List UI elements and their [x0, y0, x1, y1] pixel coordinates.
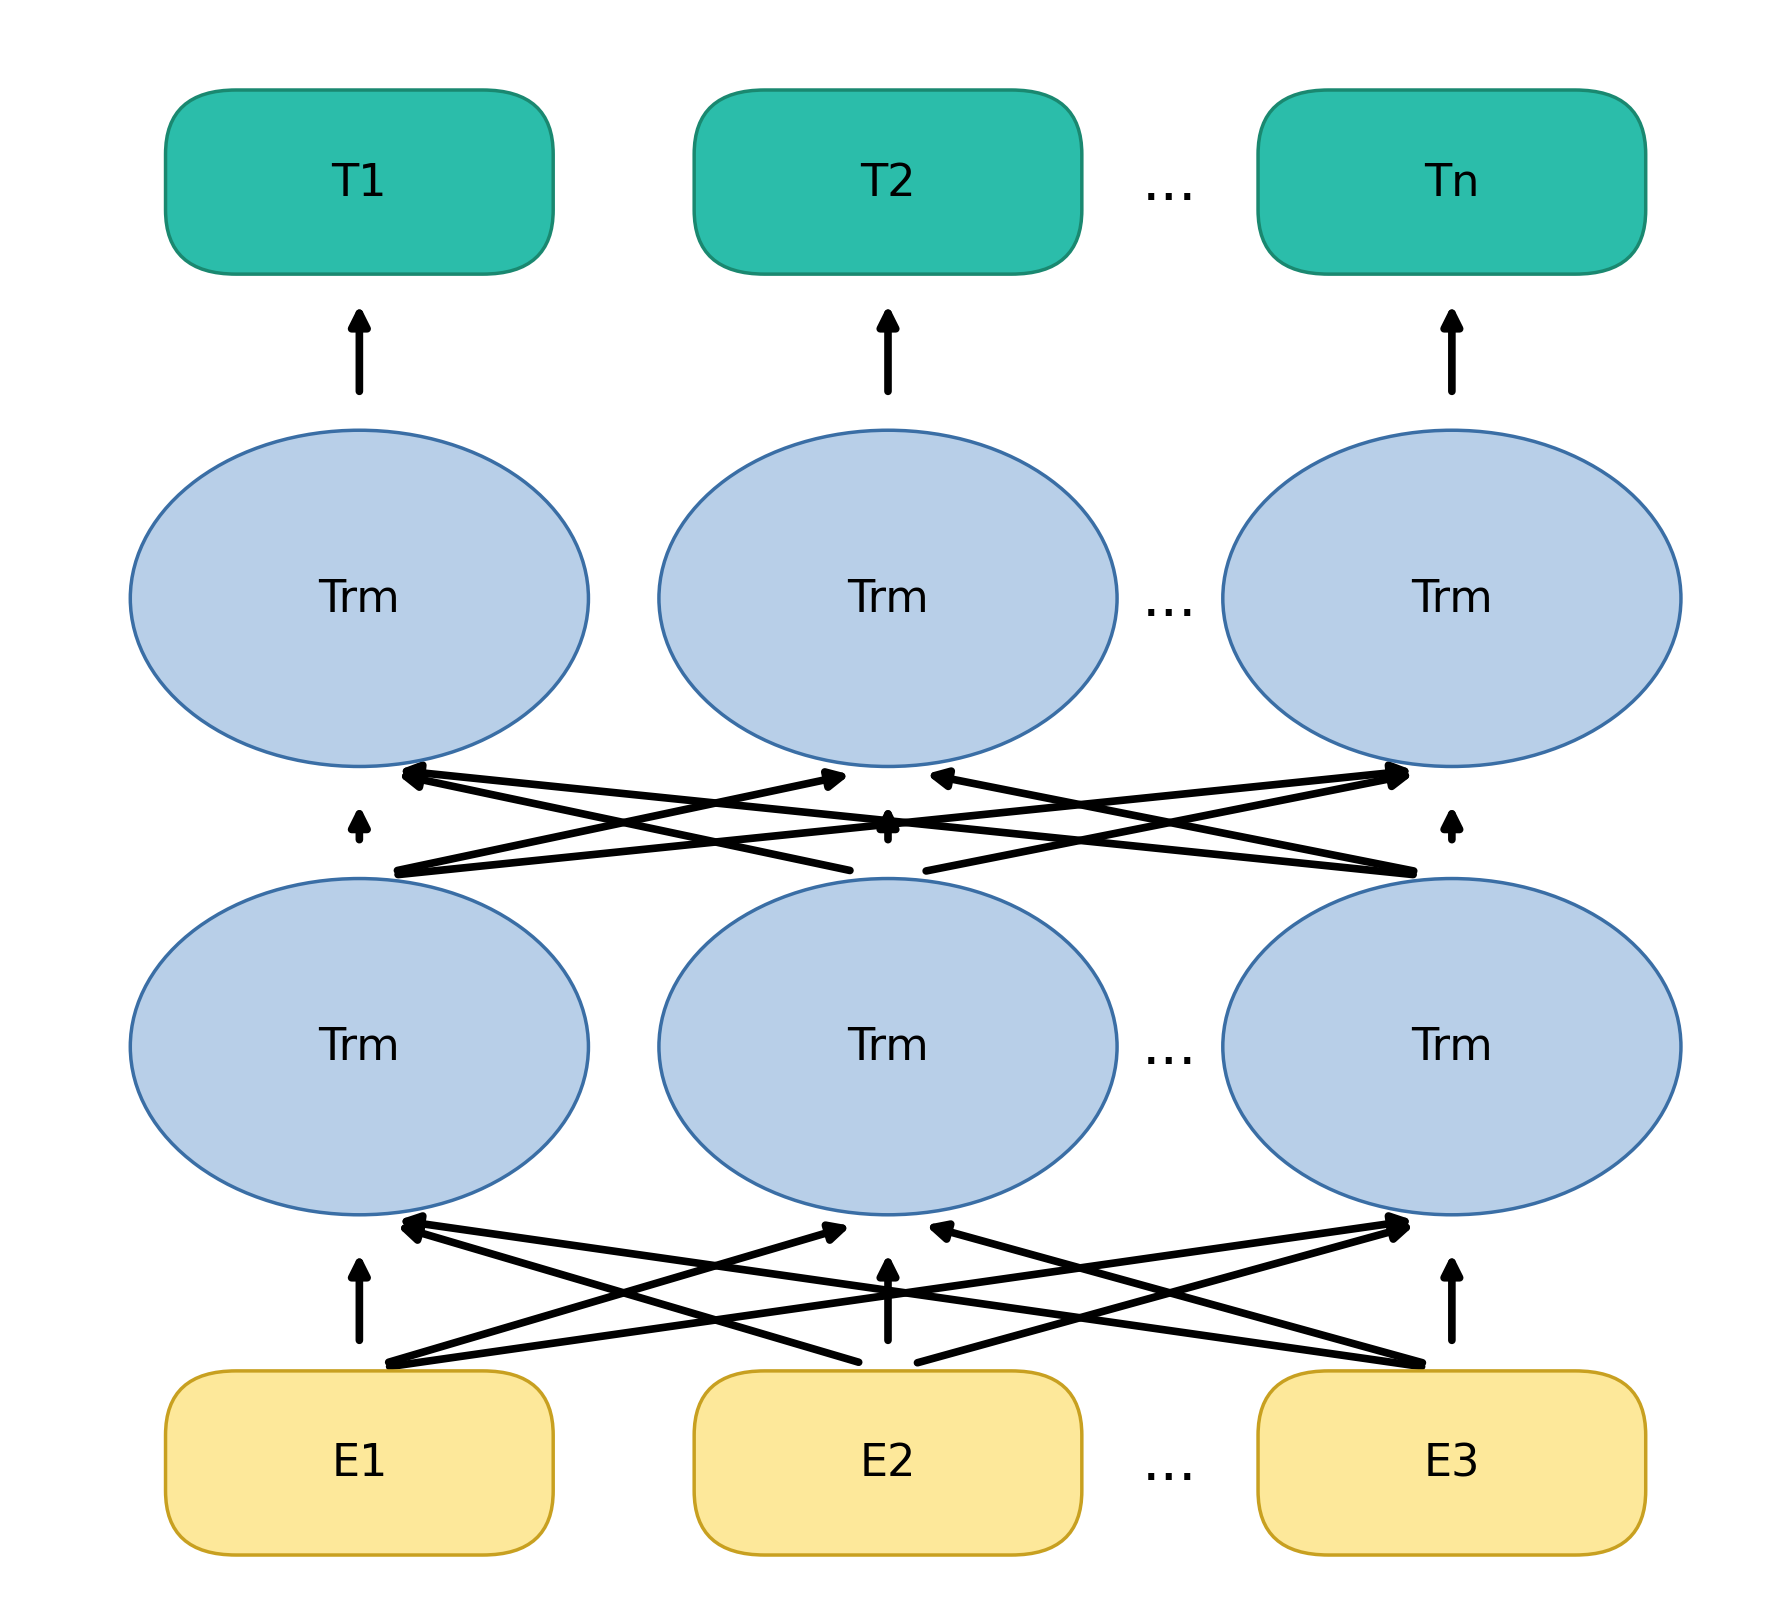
- Ellipse shape: [130, 431, 588, 767]
- Text: T1: T1: [332, 161, 387, 205]
- Text: Trm: Trm: [847, 578, 929, 620]
- Ellipse shape: [1224, 880, 1680, 1215]
- Text: E1: E1: [330, 1441, 387, 1485]
- FancyBboxPatch shape: [1257, 90, 1646, 274]
- Text: ...: ...: [1142, 1018, 1197, 1075]
- Text: ...: ...: [1142, 155, 1197, 211]
- Text: Trm: Trm: [1412, 1025, 1492, 1068]
- Text: Tn: Tn: [1424, 161, 1479, 205]
- Text: T2: T2: [860, 161, 916, 205]
- FancyBboxPatch shape: [694, 90, 1082, 274]
- FancyBboxPatch shape: [694, 1370, 1082, 1554]
- Text: Trm: Trm: [318, 1025, 400, 1068]
- Text: Trm: Trm: [1412, 578, 1492, 620]
- Ellipse shape: [130, 880, 588, 1215]
- FancyBboxPatch shape: [1257, 1370, 1646, 1554]
- FancyBboxPatch shape: [165, 90, 552, 274]
- Text: Trm: Trm: [847, 1025, 929, 1068]
- Text: ...: ...: [1142, 570, 1197, 628]
- Text: Trm: Trm: [318, 578, 400, 620]
- Ellipse shape: [659, 880, 1117, 1215]
- Text: ...: ...: [1142, 1435, 1197, 1491]
- Ellipse shape: [1224, 431, 1680, 767]
- Ellipse shape: [659, 431, 1117, 767]
- Text: E2: E2: [860, 1441, 916, 1485]
- Text: E3: E3: [1424, 1441, 1479, 1485]
- FancyBboxPatch shape: [165, 1370, 552, 1554]
